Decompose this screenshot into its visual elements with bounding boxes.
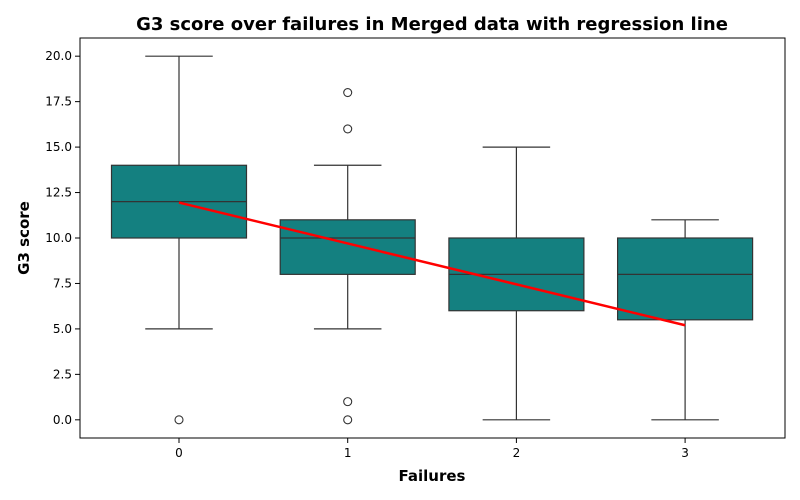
plot-area: 0.0 2.5 5.0 7.5 10.0 12.5 15.0 17.5 20.0 0 1 2 3 (45, 37, 786, 460)
y-tick-label: 7.5 (53, 276, 72, 290)
x-tick-label: 0 (175, 446, 183, 460)
y-tick-label: 20.0 (45, 49, 72, 63)
x-tick-label: 1 (344, 446, 352, 460)
y-tick-label: 12.5 (45, 186, 72, 200)
y-axis-label: G3 score (15, 201, 33, 275)
box-body (279, 219, 416, 275)
x-tick-label: 2 (513, 446, 521, 460)
y-tick-label: 2.5 (53, 367, 72, 381)
regression-line (178, 201, 686, 327)
y-tick-label: 17.5 (45, 95, 72, 109)
y-tick-label: 15.0 (45, 140, 72, 154)
outlier-point (343, 124, 353, 134)
y-tick-label: 0.0 (53, 413, 72, 427)
chart-title: G3 score over failures in Merged data wi… (136, 14, 728, 35)
x-axis-label: Failures (399, 467, 466, 485)
y-tick-label: 10.0 (45, 231, 72, 245)
outlier-point (343, 87, 353, 98)
box-body (616, 237, 754, 321)
y-tick-label: 5.0 (53, 322, 72, 336)
outlier-point (343, 397, 353, 407)
x-tick-label: 3 (681, 446, 689, 460)
outlier-point (343, 415, 353, 425)
outlier-point (174, 415, 184, 425)
